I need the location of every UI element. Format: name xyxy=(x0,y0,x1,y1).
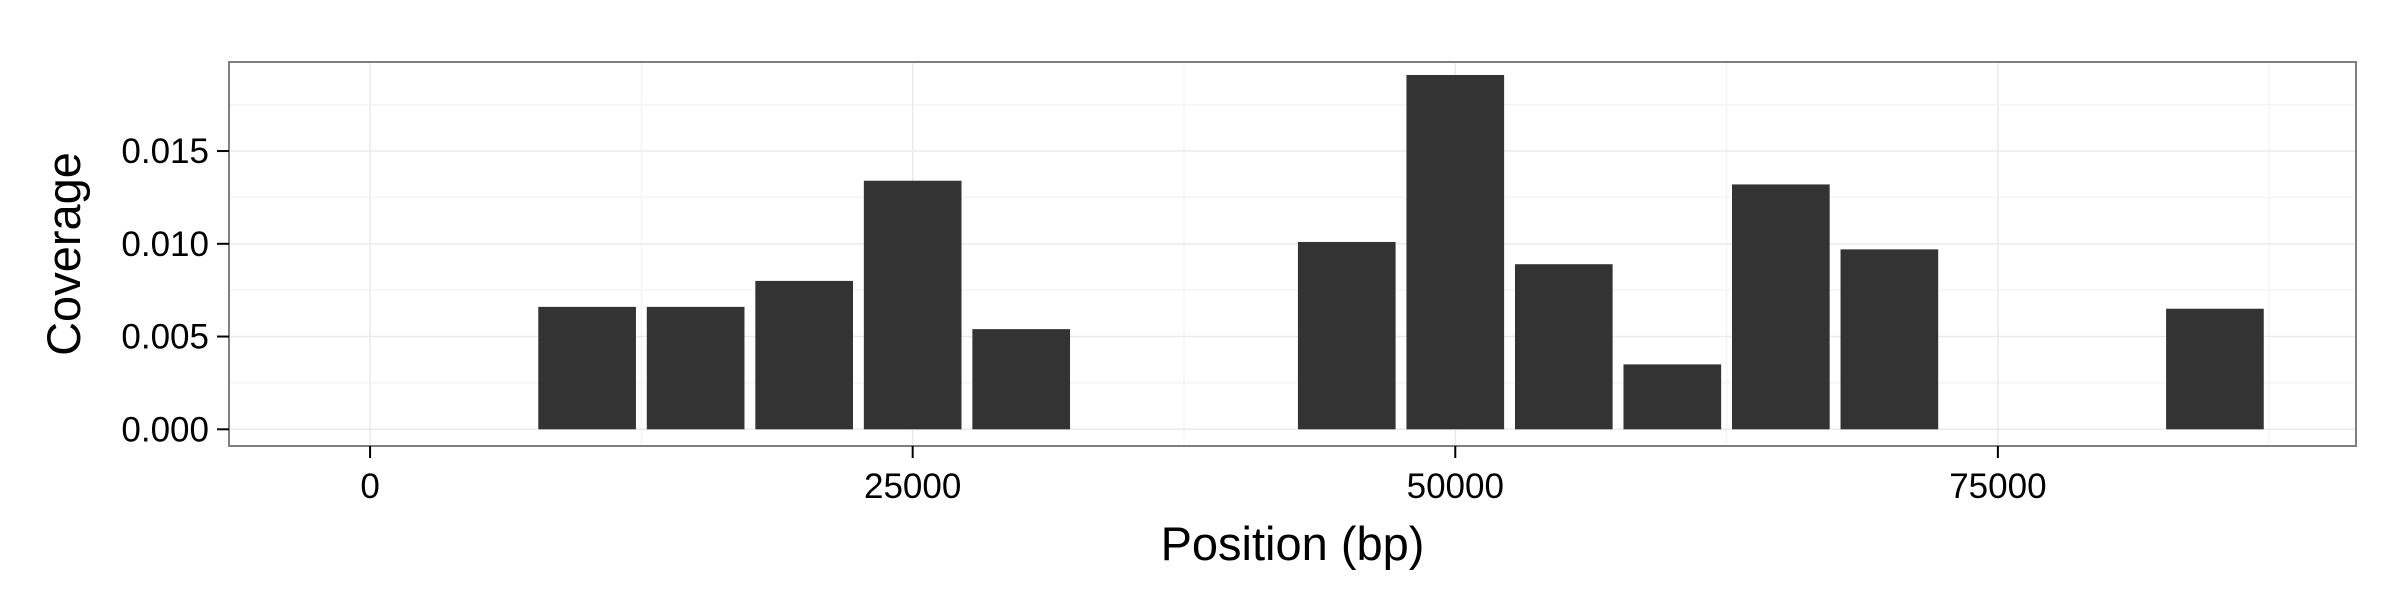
bar xyxy=(1406,74,1505,430)
y-tick-label: 0.000 xyxy=(121,410,209,449)
bar xyxy=(863,180,962,430)
bar xyxy=(646,306,745,430)
x-axis-title: Position (bp) xyxy=(1161,517,1425,570)
x-tick-label: 50000 xyxy=(1407,467,1504,506)
x-axis: 0 25000 50000 75000 xyxy=(360,446,2047,506)
y-tick-label: 0.005 xyxy=(121,318,209,357)
x-tick-label: 25000 xyxy=(864,467,961,506)
y-axis: 0.000 0.005 0.010 0.015 xyxy=(121,132,229,449)
bar xyxy=(538,306,636,430)
bar xyxy=(755,280,853,430)
x-tick-label: 75000 xyxy=(1949,467,2046,506)
bars xyxy=(538,74,2264,430)
bar xyxy=(1732,184,1830,430)
bar xyxy=(1514,264,1613,430)
y-tick-label: 0.010 xyxy=(121,225,209,264)
bar xyxy=(1840,249,1939,430)
y-tick-label: 0.015 xyxy=(121,132,209,171)
bar xyxy=(1623,364,1722,430)
x-tick-label: 0 xyxy=(360,467,379,506)
bar xyxy=(972,329,1071,430)
y-axis-title: Coverage xyxy=(37,152,90,356)
plot-panel-border xyxy=(228,61,2357,447)
bar xyxy=(2166,308,2264,430)
bar xyxy=(1297,241,1396,430)
